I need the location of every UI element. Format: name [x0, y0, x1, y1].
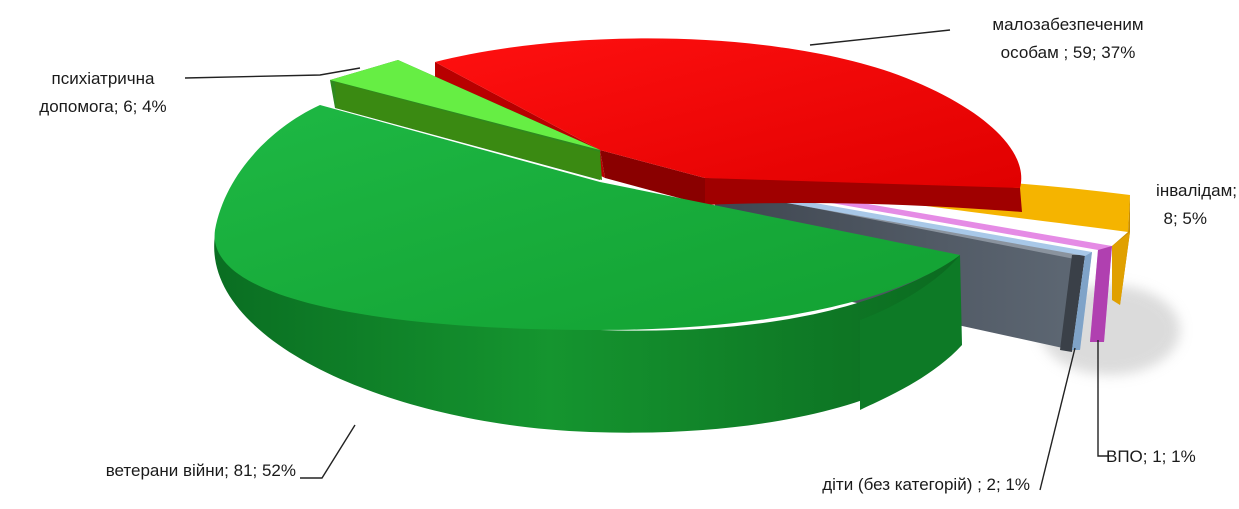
pie-slice-idp — [735, 182, 1112, 342]
pie-slice-veterans — [214, 105, 962, 433]
pie-slice-psychiatric-front — [335, 82, 602, 180]
leader-psychiatric — [184, 67, 361, 79]
label-psychiatric: психіатрична допомога; 6; 4% — [39, 69, 166, 116]
label-lowincome: малозабезпеченим особам ; 59; 37% — [992, 15, 1143, 62]
pie-slice-psychiatric — [330, 60, 602, 180]
leader-lowincome — [809, 29, 951, 46]
label-veterans-line: ветерани війни; 81; 52% — [106, 461, 296, 480]
label-psychiatric-line: допомога; 6; 4% — [39, 97, 166, 116]
label-idp: ВПО; 1; 1% — [1106, 447, 1196, 466]
label-children: діти (без категорій) ; 2; 1% — [822, 475, 1030, 494]
label-disabled: інвалідам; 8; 5% — [1156, 181, 1237, 228]
pie-slice-veterans-cut — [860, 255, 962, 410]
pie-slice-lowincome-inner-side — [600, 150, 705, 205]
pie-slice-lowincome — [435, 38, 1022, 212]
pie-slice-veterans-top — [214, 105, 960, 330]
pie-slice-children — [725, 188, 1092, 350]
pie-slice-lowincome-front-side — [705, 178, 1022, 212]
pie-slice-idp-face — [735, 182, 1112, 342]
leader-children — [1039, 347, 1076, 491]
pie-slice-lowincome-top — [435, 38, 1022, 188]
label-lowincome-line: малозабезпеченим — [992, 15, 1143, 34]
pie-slice-disabled-edge — [1112, 232, 1130, 305]
leader-idp — [1097, 340, 1108, 457]
pie-slice-extra-edge — [1060, 255, 1085, 352]
label-disabled-line: інвалідам; — [1156, 181, 1237, 200]
pie-slice-veterans-side — [214, 235, 961, 433]
label-lowincome-line: особам ; 59; 37% — [1001, 43, 1136, 62]
label-psychiatric-line: психіатрична — [52, 69, 156, 88]
pie-slice-children-edge — [1072, 252, 1092, 350]
label-disabled-line: 8; 5% — [1164, 209, 1207, 228]
leader-veterans — [300, 424, 356, 479]
label-children-line: діти (без категорій) ; 2; 1% — [822, 475, 1030, 494]
pie-slice-psychiatric-top — [330, 60, 600, 150]
pie-slice-children-face — [725, 188, 1092, 350]
label-idp-line: ВПО; 1; 1% — [1106, 447, 1196, 466]
pie-slice-idp-edge — [1090, 246, 1112, 342]
label-veterans: ветерани війни; 81; 52% — [106, 461, 296, 480]
